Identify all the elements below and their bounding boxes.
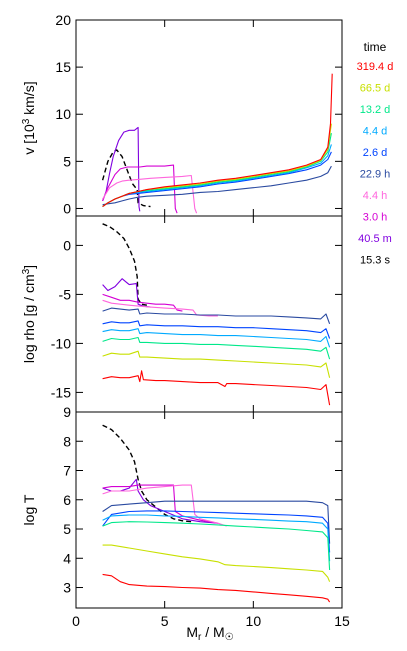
x-tick-label: 10 [246,613,262,629]
legend: time 319.4 d 66.5 d 13.2 d 4.4 d 2.6 d 22.9 h… [357,40,394,267]
y-tick-label-temperature: 6 [63,492,71,508]
series-line-density-9 [102,370,331,406]
panel-velocity: 0 5 10 15 20 v [103 km/s] [21,12,343,217]
series-line-density-0 [102,223,148,306]
y-tick-label-velocity: 10 [55,106,71,122]
y-tick-label-temperature: 9 [63,404,71,420]
legend-entry: 66.5 d [360,83,391,95]
series-line-velocity-3 [102,174,198,214]
series-line-density-2 [102,293,183,312]
x-tick-label: 15 [334,613,350,629]
legend-entry: 15.3 s [360,255,390,267]
series-line-density-4 [102,307,331,324]
series-line-velocity-2 [102,164,178,214]
y-tick-label-temperature: 8 [63,433,71,449]
y-axis-label-tail: km/s] [21,81,37,118]
y-axis-label-temperature: log T [21,494,37,525]
series-line-density-1 [102,278,151,308]
series-line-temperature-8 [102,544,331,582]
series-line-temperature-6 [102,514,331,562]
series-line-density-8 [102,350,331,378]
legend-entry: 319.4 d [357,61,394,73]
series-line-velocity-4 [102,165,332,206]
legend-entry: 13.2 d [360,104,391,116]
series-line-temperature-0 [102,424,192,523]
legend-entry: 2.6 d [363,147,387,159]
x-axis-label-sep: / [201,624,213,640]
panel-temperature-series [102,424,331,603]
y-tick-label-density: -15 [51,384,71,400]
legend-entries: 319.4 d 66.5 d 13.2 d 4.4 d 2.6 d 22.9 h 4.4 h… [357,61,394,267]
panel-density: 0 -5 -10 -15 log rho [g / cm3] [21,215,343,413]
series-line-density-5 [102,320,331,339]
series-line-density-6 [102,328,331,348]
legend-entry: 22.9 h [360,169,391,181]
panel-temperature-frame [75,411,343,609]
y-tick-label-temperature: 5 [63,521,71,537]
series-line-density-7 [102,336,331,360]
x-tick-label: 5 [161,613,169,629]
panel-velocity-frame [75,19,343,217]
series-line-temperature-4 [102,500,331,544]
y-tick-label-velocity: 15 [55,59,71,75]
x-axis-label-main: M [186,624,198,640]
y-tick-label-density: 0 [63,237,71,253]
series-line-velocity-0 [101,149,151,208]
series-line-temperature-5 [102,510,331,553]
y-axis-label-sup: 3 [21,268,32,274]
series-line-temperature-9 [102,573,331,603]
x-axis-label: Mr / M☉ [186,624,233,643]
y-axis-label-main: log T [21,494,37,525]
y-axis-label-main: log rho [g / cm [21,274,37,363]
series-line-velocity-9 [102,73,333,208]
legend-title: time [364,40,387,54]
x-axis-label-unit: M [213,624,225,640]
y-tick-label-temperature: 4 [63,550,71,566]
series-line-temperature-7 [102,521,331,571]
y-tick-label-density: -10 [51,335,71,351]
series-line-temperature-3 [102,484,227,527]
panel-temperature: 3 4 5 6 7 8 9 log T [21,404,343,609]
legend-entry: 3.0 h [363,212,387,224]
x-axis-label-sub: r [198,632,202,643]
y-tick-label-temperature: 7 [63,463,71,479]
y-axis-label-main: v [10 [21,124,37,155]
y-axis-label-density: log rho [g / cm3] [21,265,37,363]
panel-velocity-series [101,73,333,214]
y-tick-label-velocity: 5 [63,153,71,169]
series-line-velocity-7 [102,132,332,208]
x-tick-label: 0 [72,613,80,629]
x-axis-label-sun-symbol: ☉ [225,632,234,643]
y-axis-label-sup: 3 [21,118,32,124]
legend-entry: 40.5 m [358,233,392,245]
y-tick-label-velocity: 20 [55,12,71,28]
series-line-velocity-1 [102,126,141,212]
y-tick-label-velocity: 0 [63,200,71,216]
y-axis-label-tail: ] [21,265,37,269]
y-tick-label-density: -5 [59,286,72,302]
legend-entry: 4.4 h [363,190,387,202]
panel-density-series [102,223,331,406]
y-tick-label-temperature: 3 [63,580,71,596]
svg-text:Mr / M☉: Mr / M☉ [186,624,233,643]
legend-entry: 4.4 d [363,126,387,138]
y-axis-label-velocity: v [103 km/s] [21,81,37,154]
